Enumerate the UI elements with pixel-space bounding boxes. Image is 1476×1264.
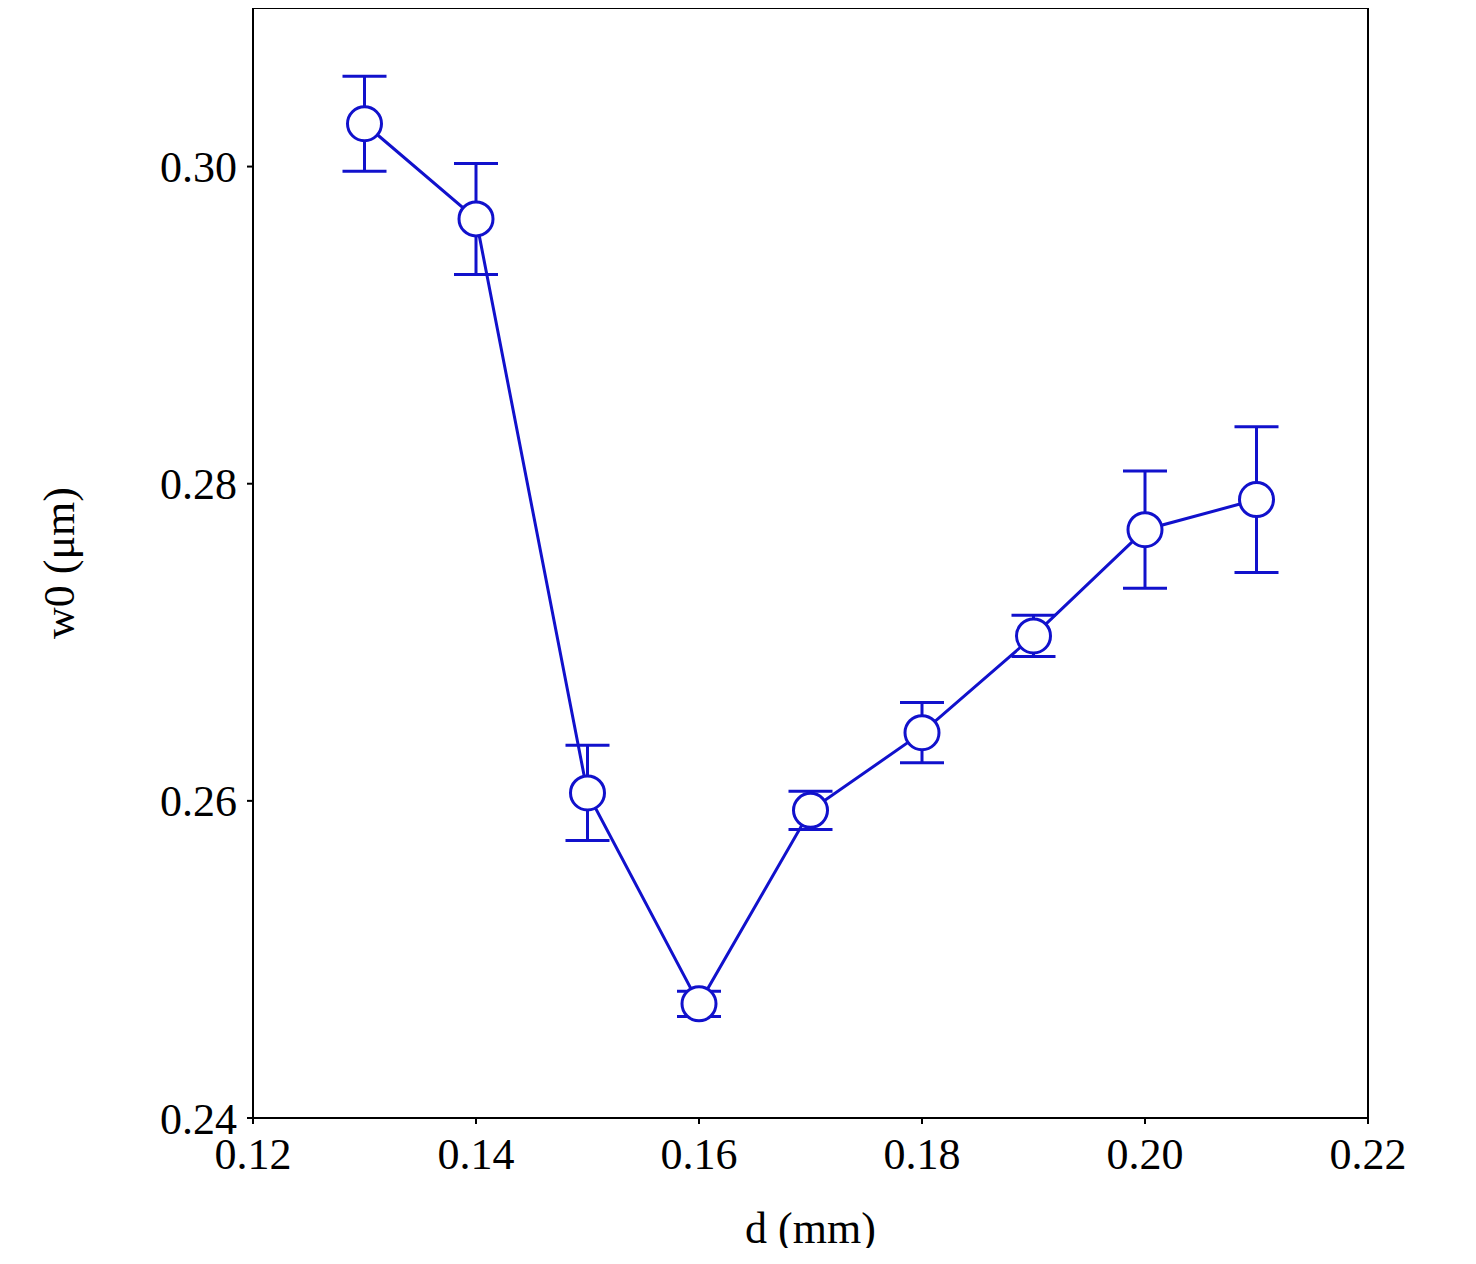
svg-text:0.28: 0.28 <box>160 460 237 509</box>
svg-text:w0 (μm): w0 (μm) <box>35 487 84 639</box>
svg-text:d (mm): d (mm) <box>745 1204 876 1248</box>
svg-text:0.14: 0.14 <box>438 1130 515 1179</box>
svg-text:0.20: 0.20 <box>1107 1130 1184 1179</box>
svg-text:0.12: 0.12 <box>214 1130 292 1180</box>
svg-text:0.22: 0.22 <box>1330 1130 1407 1179</box>
svg-text:0.26: 0.26 <box>160 777 237 826</box>
svg-text:0.16: 0.16 <box>661 1130 738 1179</box>
svg-text:0.30: 0.30 <box>160 143 237 192</box>
svg-text:0.18: 0.18 <box>884 1130 961 1179</box>
svg-text:0.24: 0.24 <box>160 1095 237 1144</box>
